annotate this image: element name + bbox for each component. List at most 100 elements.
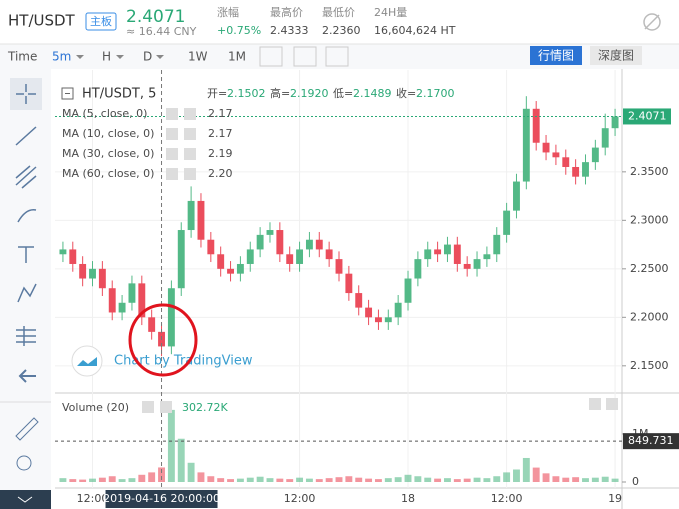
back-tool[interactable] [18, 369, 36, 383]
candle-body [89, 268, 96, 279]
volume-bar [246, 477, 254, 482]
volume-bar [513, 469, 520, 482]
candle-body [305, 239, 313, 250]
candle-body [562, 157, 570, 167]
ma-settings[interactable] [166, 148, 178, 160]
ma-settings[interactable] [166, 168, 178, 180]
crosshair-tool[interactable] [10, 78, 42, 110]
candle-body [177, 230, 185, 289]
volume-bar [355, 477, 363, 482]
tv-logo-shape [77, 357, 97, 366]
volume-bar [552, 476, 560, 482]
depth-tab-label: 深度图 [598, 48, 634, 63]
candle-body [355, 293, 363, 308]
candle-body [148, 317, 156, 332]
candle-body [167, 288, 175, 347]
ma-remove[interactable] [184, 128, 196, 140]
candle-body [473, 259, 481, 269]
stat-value: +0.75% [217, 24, 261, 37]
volume-bar [424, 477, 432, 482]
x-tick-label: 12:00 [77, 492, 109, 505]
volume-bar [296, 477, 304, 482]
candle-body [236, 263, 244, 274]
ohlc-label: 收= [396, 86, 416, 100]
candle-body [187, 200, 195, 231]
pair: HT/USDT [8, 12, 76, 30]
volume-bar [601, 476, 609, 482]
week-button[interactable]: 1W [188, 50, 208, 64]
volume-bar [582, 478, 589, 482]
candle-body [611, 116, 619, 129]
volume-bar [394, 477, 402, 482]
badge: 主板 [90, 14, 112, 28]
pattern-tool[interactable] [17, 283, 37, 303]
screenshot-button[interactable] [325, 46, 349, 67]
y-tick-label: 0 [632, 475, 639, 488]
collapse-button[interactable] [0, 490, 51, 509]
pane-up[interactable] [589, 398, 601, 410]
volume-bar [197, 472, 205, 482]
candle-body [513, 181, 520, 211]
collapse-legend[interactable] [61, 87, 74, 100]
ma-remove[interactable] [184, 108, 196, 120]
candle-body [591, 147, 599, 163]
chart-tab[interactable] [530, 46, 582, 65]
volume-bar [562, 477, 570, 482]
volume-bar [236, 478, 244, 482]
hide-icon[interactable] [643, 13, 661, 31]
volume-bar [473, 477, 481, 482]
settings-button[interactable] [293, 46, 317, 67]
h-button[interactable]: H [102, 50, 111, 64]
brush-tool[interactable] [17, 209, 37, 223]
month-button[interactable]: 1M [228, 50, 246, 64]
volume-bar [256, 476, 264, 482]
volume-bar [611, 478, 619, 482]
volume-bar [345, 476, 353, 482]
fib-tool[interactable] [15, 165, 37, 189]
ma-remove[interactable] [184, 168, 196, 180]
volume-bar [89, 478, 96, 482]
ma-settings[interactable] [166, 128, 178, 140]
volume-bar [148, 472, 156, 482]
volume-bar [444, 478, 451, 482]
candle-body [414, 259, 422, 279]
candle-body [108, 288, 116, 313]
ma-settings[interactable] [166, 108, 178, 120]
candle-body [582, 162, 589, 177]
ohlc-value: 2.1502 [227, 87, 266, 100]
interval-button[interactable]: 5m [52, 50, 71, 64]
text-tool[interactable] [18, 246, 34, 263]
candle-body [286, 254, 294, 264]
candle-body [69, 249, 77, 264]
ruler-tool[interactable] [15, 417, 39, 441]
stat-value: 2.4333 [270, 24, 309, 37]
volume-settings[interactable] [142, 401, 154, 413]
time-button[interactable]: Time [7, 50, 37, 64]
candle-body [384, 317, 392, 323]
candle-body [424, 249, 432, 260]
depth-tab[interactable] [590, 46, 642, 65]
measure-tool[interactable] [16, 326, 36, 346]
candle-body [59, 249, 67, 255]
pane-down[interactable] [606, 398, 618, 410]
volume-bar [98, 477, 106, 482]
line-tool[interactable] [15, 126, 37, 146]
ohlc-value: 2.1489 [353, 87, 392, 100]
volume-bar [158, 467, 165, 482]
ma-value: 2.17 [208, 107, 233, 120]
indicator-button[interactable] [259, 46, 283, 67]
zoom-tool[interactable] [16, 455, 32, 471]
tv-logo [71, 345, 103, 377]
candle-body [572, 166, 580, 177]
volume-bar [325, 478, 333, 482]
stat-value: 16,604,624 HT [374, 24, 456, 37]
candle-body [394, 302, 402, 318]
volume-remove[interactable] [160, 401, 172, 413]
candle-body [98, 268, 106, 289]
d-button[interactable]: D [143, 50, 152, 64]
volume-bar [79, 479, 87, 482]
ma-label: MA (60, close, 0) [62, 167, 154, 180]
ma-value: 2.17 [208, 127, 233, 140]
ma-remove[interactable] [184, 148, 196, 160]
candle-body [217, 254, 225, 269]
